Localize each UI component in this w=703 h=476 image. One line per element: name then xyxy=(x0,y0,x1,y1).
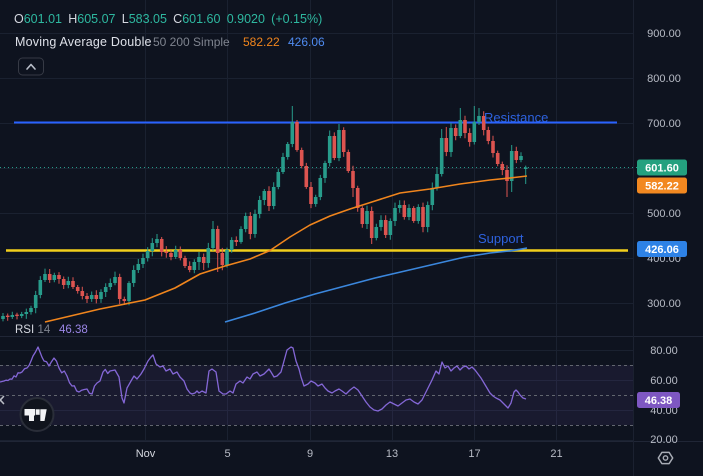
svg-text:426.06: 426.06 xyxy=(645,244,679,256)
svg-text:900.00: 900.00 xyxy=(647,28,681,40)
svg-text:582.22: 582.22 xyxy=(645,181,679,193)
svg-text:800.00: 800.00 xyxy=(647,73,681,85)
svg-text:60.00: 60.00 xyxy=(650,375,678,387)
svg-text:582.22: 582.22 xyxy=(243,35,280,49)
svg-text:13: 13 xyxy=(386,448,398,460)
svg-text:46.38: 46.38 xyxy=(645,395,673,407)
svg-text:21: 21 xyxy=(550,448,562,460)
svg-text:9: 9 xyxy=(307,448,313,460)
svg-text:700.00: 700.00 xyxy=(647,118,681,130)
svg-text:Moving Average Double: Moving Average Double xyxy=(15,35,152,49)
svg-text:5: 5 xyxy=(224,448,230,460)
svg-text:500.00: 500.00 xyxy=(647,208,681,220)
svg-text:601.60: 601.60 xyxy=(645,163,679,175)
svg-text:17: 17 xyxy=(468,448,480,460)
svg-text:80.00: 80.00 xyxy=(650,345,678,357)
svg-text:Nov: Nov xyxy=(136,448,156,460)
svg-text:300.00: 300.00 xyxy=(647,298,681,310)
svg-text:O601.01 H605.07 L583.05 C601.6: O601.01 H605.07 L583.05 C601.60 0.9020 (… xyxy=(14,12,322,26)
svg-text:Resistance: Resistance xyxy=(484,110,548,125)
svg-text:50 200 Simple: 50 200 Simple xyxy=(153,35,230,49)
svg-text:426.06: 426.06 xyxy=(288,35,325,49)
svg-text:20.00: 20.00 xyxy=(650,434,678,446)
svg-text:Support: Support xyxy=(478,231,524,246)
